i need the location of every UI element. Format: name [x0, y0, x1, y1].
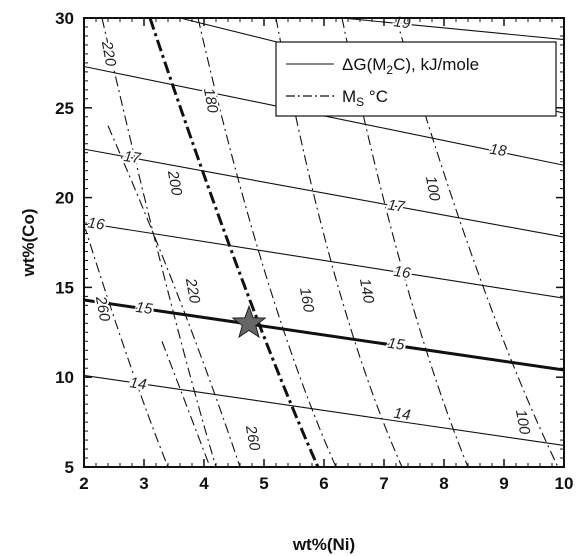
dg-contour-label-17: 17 — [123, 148, 143, 167]
x-tick-label-4: 4 — [199, 474, 209, 493]
ms-contour-label-180: 180 — [200, 87, 221, 115]
legend-text-main: M — [342, 87, 356, 106]
legend-label-ms: MS °C — [342, 87, 388, 109]
x-tick-label-3: 3 — [139, 474, 148, 493]
ms-contour-180 — [197, 18, 337, 467]
ms-contour-label-160: 160 — [296, 286, 317, 314]
x-axis-label: wt%(Ni) — [292, 535, 355, 554]
legend-text-end: °C — [364, 87, 388, 106]
dg-contour-14 — [84, 374, 564, 446]
ms-contour-label-220: 220 — [98, 39, 119, 68]
dg-contour-label-15: 15 — [387, 335, 407, 354]
contour-lines — [84, 18, 564, 467]
dg-contour-16 — [84, 222, 564, 299]
dg-contour-label-16: 16 — [87, 214, 107, 233]
dg-contour-17 — [84, 148, 564, 238]
y-tick-label-20: 20 — [55, 189, 74, 208]
y-axis-label: wt%(Co) — [19, 209, 38, 278]
dg-contour-label-16: 16 — [393, 263, 413, 282]
y-tick-label-30: 30 — [55, 9, 74, 28]
x-tick-label-7: 7 — [379, 474, 388, 493]
legend-text-main: ΔG(M — [342, 55, 386, 74]
legend: ΔG(M2C), kJ/mole MS °C — [275, 41, 557, 117]
ms-contour-260 — [84, 224, 169, 467]
legend-text-sub: S — [356, 95, 364, 109]
ms-contour-label-200: 200 — [164, 168, 185, 197]
x-tick-label-2: 2 — [79, 474, 88, 493]
ms-contour-220 — [101, 18, 217, 467]
legend-text-end: C), kJ/mole — [393, 55, 479, 74]
ms-contour-label-220: 220 — [182, 276, 203, 305]
y-tick-label-15: 15 — [55, 278, 74, 297]
dg-contour-label-15: 15 — [135, 299, 155, 318]
x-tick-label-5: 5 — [259, 474, 268, 493]
x-tick-label-10: 10 — [555, 474, 574, 493]
ms-contour-label-260: 260 — [242, 423, 263, 452]
ms-contour-label-260: 260 — [92, 294, 113, 323]
ms-contour-label-100: 100 — [512, 408, 533, 436]
dg-contour-label-14: 14 — [129, 374, 148, 393]
ms-contour-260 — [161, 341, 211, 467]
ms-contour-100 — [395, 18, 559, 467]
star-marker — [231, 304, 267, 339]
legend-box — [275, 41, 557, 117]
dg-contour-15 — [84, 298, 564, 372]
ms-contour-label-100: 100 — [422, 175, 443, 203]
ms-contour-label-140: 140 — [356, 277, 377, 305]
dg-contour-19 — [341, 18, 564, 41]
x-tick-label-8: 8 — [439, 474, 448, 493]
alloy-marker — [231, 304, 267, 339]
axis-ticks: 2 3 4 5 6 7 8 9 10 5 10 15 20 25 30 — [55, 9, 573, 493]
y-tick-label-10: 10 — [55, 368, 74, 387]
dg-contour-label-14: 14 — [393, 405, 412, 424]
legend-text-sub: 2 — [386, 63, 393, 77]
x-tick-label-9: 9 — [499, 474, 508, 493]
x-tick-label-6: 6 — [319, 474, 328, 493]
y-tick-label-25: 25 — [55, 99, 74, 118]
dg-contour-label-17: 17 — [387, 196, 407, 215]
y-tick-label-5: 5 — [65, 458, 74, 477]
ms-contour-200 — [148, 18, 320, 467]
ms-contour-160 — [275, 18, 403, 467]
legend-label-dg: ΔG(M2C), kJ/mole — [342, 55, 479, 77]
dg-contour-label-18: 18 — [489, 141, 509, 160]
ms-contour-220 — [107, 125, 241, 467]
dg-contour-label-19: 19 — [393, 13, 413, 32]
ms-contour-140 — [341, 18, 469, 467]
